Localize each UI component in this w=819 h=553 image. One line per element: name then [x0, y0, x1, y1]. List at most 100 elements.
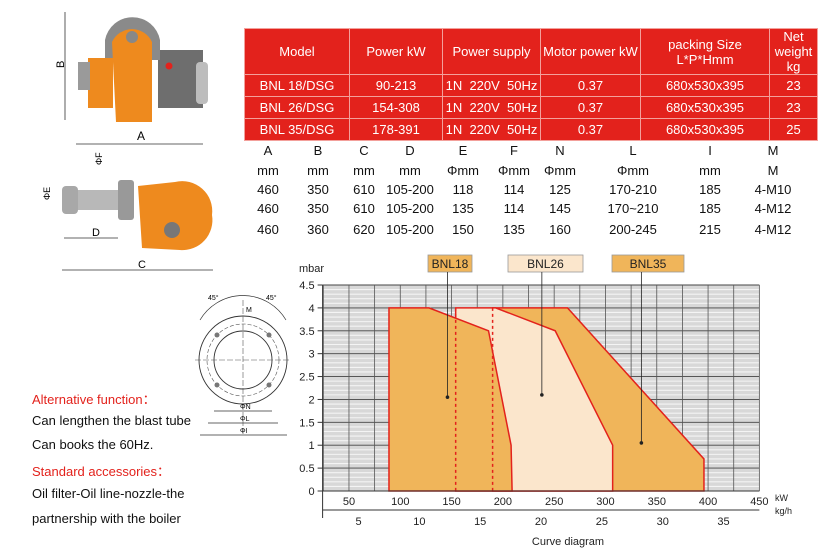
dim-cell: 460 [257, 222, 279, 237]
dim-label-b: B [55, 61, 67, 68]
table-row: BNL 35/DSG 178-391 1N 220V 50Hz 0.37 680… [244, 118, 818, 141]
burner-side-view [64, 12, 208, 145]
x-tick-label: 50 [343, 496, 355, 508]
dim-unit: mm [699, 163, 721, 178]
series-label: BNL35 [630, 257, 667, 271]
cell-weight: 23 [769, 74, 818, 97]
dim-letter: N [555, 143, 565, 158]
x2-tick-label: 5 [355, 516, 361, 528]
dim-cell: 4-M10 [754, 182, 792, 197]
dim-label-d: D [92, 227, 100, 239]
dim-cell: 610 [353, 201, 375, 216]
standard-accessories-1: Oil filter-Oil line-nozzle-the [32, 486, 185, 501]
y-tick-label: 1.5 [299, 417, 314, 429]
leader-dot [445, 395, 450, 399]
chart-title: Curve diagram [532, 536, 604, 548]
y-tick-label: 3 [308, 349, 314, 361]
dim-unit: mm [399, 163, 421, 178]
dim-unit: Φmm [446, 163, 480, 178]
table-row: BNL 26/DSG 154-308 1N 220V 50Hz 0.37 680… [244, 96, 818, 119]
y-axis-label: mbar [299, 263, 324, 275]
header-net-weight: Net weight kg [769, 28, 818, 75]
x-axis-label: kW [775, 493, 789, 503]
dim-cell: 114 [503, 201, 525, 216]
x2-tick-label: 20 [535, 516, 547, 528]
dim-letter: C [359, 143, 369, 158]
dim-cell: 350 [307, 182, 329, 197]
x2-axis-label: kg/h [775, 506, 792, 516]
dim-cell: 170~210 [607, 201, 659, 216]
dim-label-i: ΦI [240, 428, 248, 435]
y-tick-label: 2.5 [299, 372, 314, 384]
series-label-box [611, 254, 685, 273]
dim-label-a: A [137, 129, 145, 143]
spec-table: Model Power kW Power supply Motor power … [244, 28, 818, 141]
dim-label-l: ΦL [240, 416, 250, 423]
series-label-box [427, 254, 473, 273]
cell-model: BNL 26/DSG [244, 96, 350, 119]
dim-cell: 105-200 [386, 201, 434, 216]
x-tick-label: 350 [648, 496, 666, 508]
series-label: BNL18 [432, 257, 469, 271]
dim-letter: B [313, 143, 323, 158]
x-tick-label: 150 [442, 496, 460, 508]
dim-cell: 114 [503, 182, 525, 197]
cell-motor: 0.37 [540, 74, 641, 97]
table-row: BNL 18/DSG 90-213 1N 220V 50Hz 0.37 680x… [244, 74, 818, 97]
dim-cell: 4-M12 [754, 222, 792, 237]
cell-weight: 25 [769, 118, 818, 141]
dim-cell: 105-200 [386, 182, 434, 197]
alternative-function-1: Can lengthen the blast tube [32, 413, 192, 428]
dim-cell: 125 [549, 182, 571, 197]
y-tick-label: 4.5 [299, 280, 314, 292]
dim-letter: L [629, 143, 637, 158]
x2-tick-label: 10 [413, 516, 425, 528]
dim-label-e: ΦE [42, 187, 52, 200]
leader-dot [540, 393, 544, 397]
dim-unit: mm [307, 163, 329, 178]
y-tick-label: 3.5 [299, 326, 314, 338]
dim-cell: 185 [699, 201, 721, 216]
dim-cell: 185 [699, 182, 721, 197]
dim-label-n: ΦN [240, 404, 251, 411]
x-tick-label: 250 [545, 496, 563, 508]
dim-unit: mm [353, 163, 375, 178]
x-tick-label: 400 [699, 496, 717, 508]
x-tick-label: 300 [596, 496, 614, 508]
y-tick-label: 2 [308, 394, 314, 406]
dim-unit: Φmm [616, 163, 650, 178]
dim-cell: 160 [549, 222, 571, 237]
dim-cell: 150 [452, 222, 474, 237]
dim-cell: 135 [452, 201, 474, 216]
alternative-function-title: Alternative function： [32, 392, 156, 407]
x2-tick-label: 15 [474, 516, 486, 528]
dim-cell: 145 [549, 201, 571, 216]
series-label: BNL26 [527, 257, 564, 271]
x-tick-label: 100 [391, 496, 409, 508]
leader-dot [639, 441, 644, 445]
dim-letter: F [510, 143, 518, 158]
cell-packing: 680x530x395 [640, 96, 770, 119]
dim-cell: 200-245 [609, 222, 657, 237]
dim-letter: I [708, 143, 712, 158]
standard-accessories-2: partnership with the boiler [32, 511, 181, 526]
cell-model: BNL 35/DSG [244, 118, 350, 141]
dim-label-m: M [246, 307, 252, 314]
header-power: Power kW [349, 28, 443, 75]
dim-cell: 360 [307, 222, 329, 237]
dim-unit: Φmm [497, 163, 531, 178]
y-tick-label: 0.5 [299, 463, 314, 475]
dim-cell: 610 [353, 182, 375, 197]
burner-top-view [62, 180, 213, 271]
angle-label-right: 45° [266, 294, 277, 302]
dim-letter: M [767, 143, 779, 158]
series-label-box [507, 254, 584, 273]
dim-unit: mm [257, 163, 279, 178]
x2-tick-label: 35 [717, 516, 729, 528]
x2-tick-label: 25 [596, 516, 608, 528]
alternative-function-2: Can books the 60Hz. [32, 437, 154, 452]
dim-cell: 170-210 [609, 182, 657, 197]
cell-supply: 1N 220V 50Hz [442, 118, 541, 141]
dim-cell: 118 [452, 182, 474, 197]
